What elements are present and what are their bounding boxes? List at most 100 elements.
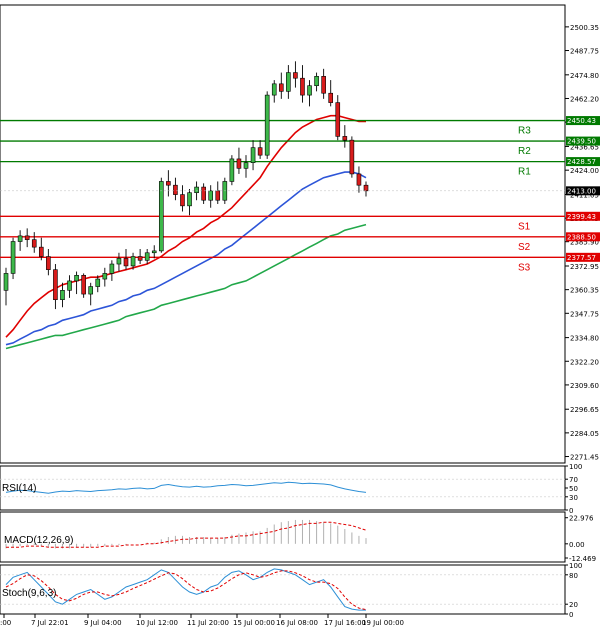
price-tick-label: 2424.00 [570, 167, 599, 175]
price-tick-label: 2309.60 [570, 382, 599, 390]
candle-bullish [307, 85, 312, 96]
price-tick-label: 2474.80 [570, 72, 599, 80]
level-value-r3: 2450.43 [567, 117, 596, 125]
level-badge-r3 [566, 116, 600, 126]
time-tick-label: 19 Jul 00:00 [362, 619, 404, 627]
time-axis: :00 7 Jul 22:01 9 Jul 04:00 10 Jul 12:00 11 … [0, 614, 404, 627]
candle-bearish [356, 173, 362, 186]
rsi-tick-label: 50 [569, 485, 578, 493]
time-tick-label: 7 Jul 22:01 [31, 619, 69, 627]
time-tick-label: 11 Jul 20:00 [187, 619, 229, 627]
macd-signal-line [6, 521, 367, 548]
price-tick-label: 2462.20 [570, 95, 599, 103]
price-tick-label: 2322.20 [570, 358, 599, 366]
stoch-d-line [5, 570, 367, 611]
candle-bullish [229, 158, 235, 182]
level-name-r2: R2 [518, 146, 531, 157]
candle-bearish [328, 92, 334, 103]
candle-bearish [321, 76, 326, 94]
macd-tick-label: -12.469 [569, 555, 596, 563]
candle-bullish [314, 76, 319, 87]
candle-bullish [264, 94, 270, 156]
level-badge-r2 [566, 136, 600, 146]
candle-bearish [123, 258, 129, 267]
candle-bullish [95, 278, 101, 287]
rsi-tick-label: 70 [569, 476, 578, 484]
candle-bullish [88, 286, 94, 295]
stoch-tick-label: 20 [569, 601, 578, 609]
candle-bearish [215, 190, 221, 201]
candle-bearish [166, 181, 171, 186]
level-value-s1: 2399.43 [567, 213, 596, 221]
rsi-label: RSI(14) [2, 483, 36, 494]
current-price-value: 2413.00 [567, 187, 596, 195]
level-name-r1: R1 [518, 167, 531, 178]
price-tick-label: 2284.05 [570, 430, 599, 438]
level-value-r1: 2428.57 [567, 158, 596, 166]
price-tick-label: 2296.65 [570, 406, 599, 414]
candle-bearish [363, 184, 369, 192]
candle-bearish [201, 186, 206, 201]
candle-bullish [109, 263, 115, 274]
candle-bullish [250, 147, 256, 163]
candle-bullish [17, 235, 23, 242]
candle-bearish [81, 274, 86, 295]
rsi-tick-label: 100 [569, 463, 582, 471]
candle-bullish [60, 290, 65, 300]
time-tick-label: 17 Jul 16:00 [324, 619, 366, 627]
candle-bearish [137, 256, 143, 261]
level-value-r2: 2439.50 [567, 138, 596, 146]
candle-bearish [180, 194, 185, 207]
level-badge-r1 [566, 157, 600, 167]
rsi-tick-label: 0 [569, 507, 573, 515]
price-tick-label: 2436.65 [570, 143, 599, 151]
candle-bullish [74, 274, 79, 282]
stoch-pane: 100 80 20 0 Stoch(9,6,3) [0, 562, 582, 619]
candle-bearish [293, 72, 298, 79]
candle-bullish [144, 252, 150, 261]
candle-bullish [102, 273, 108, 280]
candle-bullish [243, 162, 249, 169]
candle-bearish [278, 83, 284, 92]
level-value-s2: 2388.50 [567, 233, 596, 241]
macd-pane: 22.976 0.00 -12.469 MACD(12,26,9) [0, 511, 596, 563]
candle-bullish [130, 256, 136, 267]
level-name-s3: S3 [518, 262, 531, 273]
ma-slow-line [5, 223, 367, 350]
time-tick-label: :00 [0, 619, 11, 627]
stoch-label: Stoch(9,6,3) [2, 588, 56, 599]
main-price-pane: 2500.352487.752474.802462.202449.602436.… [0, 4, 600, 464]
stoch-frame [0, 564, 566, 615]
candle-bearish [31, 239, 37, 248]
current-price-badge [566, 186, 600, 196]
macd-frame [0, 511, 566, 563]
candle-bearish [236, 158, 242, 169]
macd-label: MACD(12,26,9) [4, 535, 73, 546]
candle-bearish [335, 102, 341, 137]
candle-bullish [286, 72, 291, 92]
candle-bullish [67, 280, 72, 291]
candle-bullish [271, 83, 277, 96]
time-tick-label: 10 Jul 12:00 [136, 619, 178, 627]
ma-mid-line [5, 171, 367, 346]
ma-fast-line [5, 114, 366, 338]
candle-bullish [194, 186, 199, 194]
level-name-s1: S1 [518, 221, 531, 232]
candle-bearish [349, 139, 355, 175]
level-badge-s3 [566, 252, 600, 262]
level-name-s2: S2 [518, 242, 531, 253]
candle-bullish [10, 241, 16, 274]
time-tick-label: 15 Jul 00:00 [233, 619, 275, 627]
macd-tick-label: 0.00 [569, 541, 585, 549]
level-name-r3: R3 [518, 126, 531, 137]
candle-bullish [3, 273, 9, 291]
candle-bearish [300, 77, 305, 96]
price-tick-label: 2360.35 [570, 287, 599, 295]
candle-bearish [24, 235, 30, 240]
candle-bearish [46, 256, 51, 270]
price-tick-label: 2271.45 [570, 454, 599, 462]
rsi-line [5, 481, 367, 494]
